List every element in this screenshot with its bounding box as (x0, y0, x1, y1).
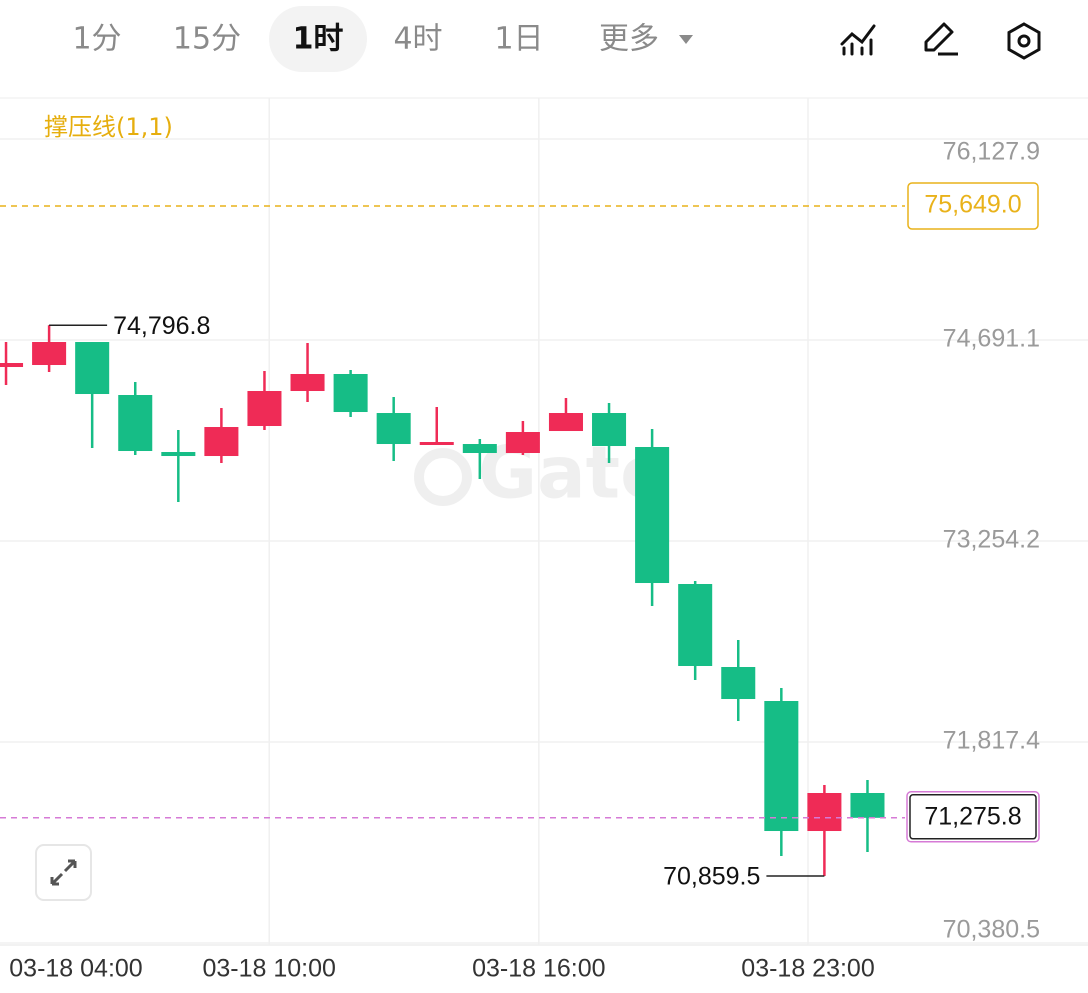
candle-body (764, 701, 799, 832)
y-tick-label: 76,127.9 (943, 138, 1040, 166)
draw-icon[interactable] (924, 22, 958, 56)
indicator-label: 撑压线(1,1) (44, 113, 173, 141)
candle-body (592, 413, 627, 447)
candle-body (204, 427, 239, 457)
y-tick-label: 71,817.4 (943, 727, 1040, 755)
candle-body (419, 442, 454, 446)
y-tick-label: 73,254.2 (943, 526, 1040, 554)
indicator-icon[interactable] (840, 24, 876, 56)
candle-body (247, 391, 282, 427)
candle-body (462, 444, 497, 454)
y-tick-label: 70,380.5 (943, 916, 1040, 944)
candle-body (376, 413, 411, 445)
candle-body (807, 793, 842, 832)
candle-body (850, 793, 885, 818)
candle-body (505, 432, 540, 454)
timeframe-tab[interactable]: 更多 (599, 22, 659, 57)
low-marker-label: 70,859.5 (663, 863, 760, 891)
candle-body (118, 395, 153, 452)
candle-body (161, 452, 196, 457)
expand-button[interactable] (35, 844, 92, 901)
y-tick-label: 74,691.1 (943, 325, 1040, 353)
x-tick-label: 03-18 23:00 (741, 955, 874, 983)
timeframe-tab[interactable]: 4时 (393, 22, 442, 57)
timeframe-tab[interactable]: 1分 (72, 22, 121, 57)
settings-icon[interactable] (1007, 22, 1041, 60)
x-tick-label: 03-18 16:00 (472, 955, 605, 983)
timeframe-tab[interactable]: 1日 (494, 22, 543, 57)
candle-body (32, 342, 67, 366)
candle-body (548, 413, 583, 432)
candle-body (678, 584, 713, 667)
candle-body (635, 447, 670, 584)
watermark: Gate (414, 431, 669, 515)
active-tab-bg (269, 6, 367, 72)
high-marker-label: 74,796.8 (113, 312, 210, 340)
timeframe-tab[interactable]: 15分 (173, 22, 241, 57)
last-price-box (909, 794, 1037, 840)
plot: 70,380.5 71,817.4 73,254.2 74,691.1 76,127.9… (0, 98, 1088, 983)
toolbar: 1分 15分 1时 4时 1日 更多 (72, 6, 693, 72)
candle-body (75, 342, 110, 395)
x-tick-label: 03-18 10:00 (202, 955, 335, 983)
candle-body (290, 374, 325, 392)
x-tick-label: 03-18 04:00 (9, 955, 142, 983)
timeframe-tab[interactable]: 1时 (293, 22, 344, 57)
candle-body (0, 363, 24, 368)
candle-body (333, 374, 368, 413)
resistance-label: 75,649.0 (924, 191, 1021, 219)
dropdown-arrow (679, 35, 693, 44)
candle-body (721, 667, 756, 700)
last-price-label: 71,275.8 (924, 802, 1021, 830)
resistance-box (907, 182, 1039, 230)
